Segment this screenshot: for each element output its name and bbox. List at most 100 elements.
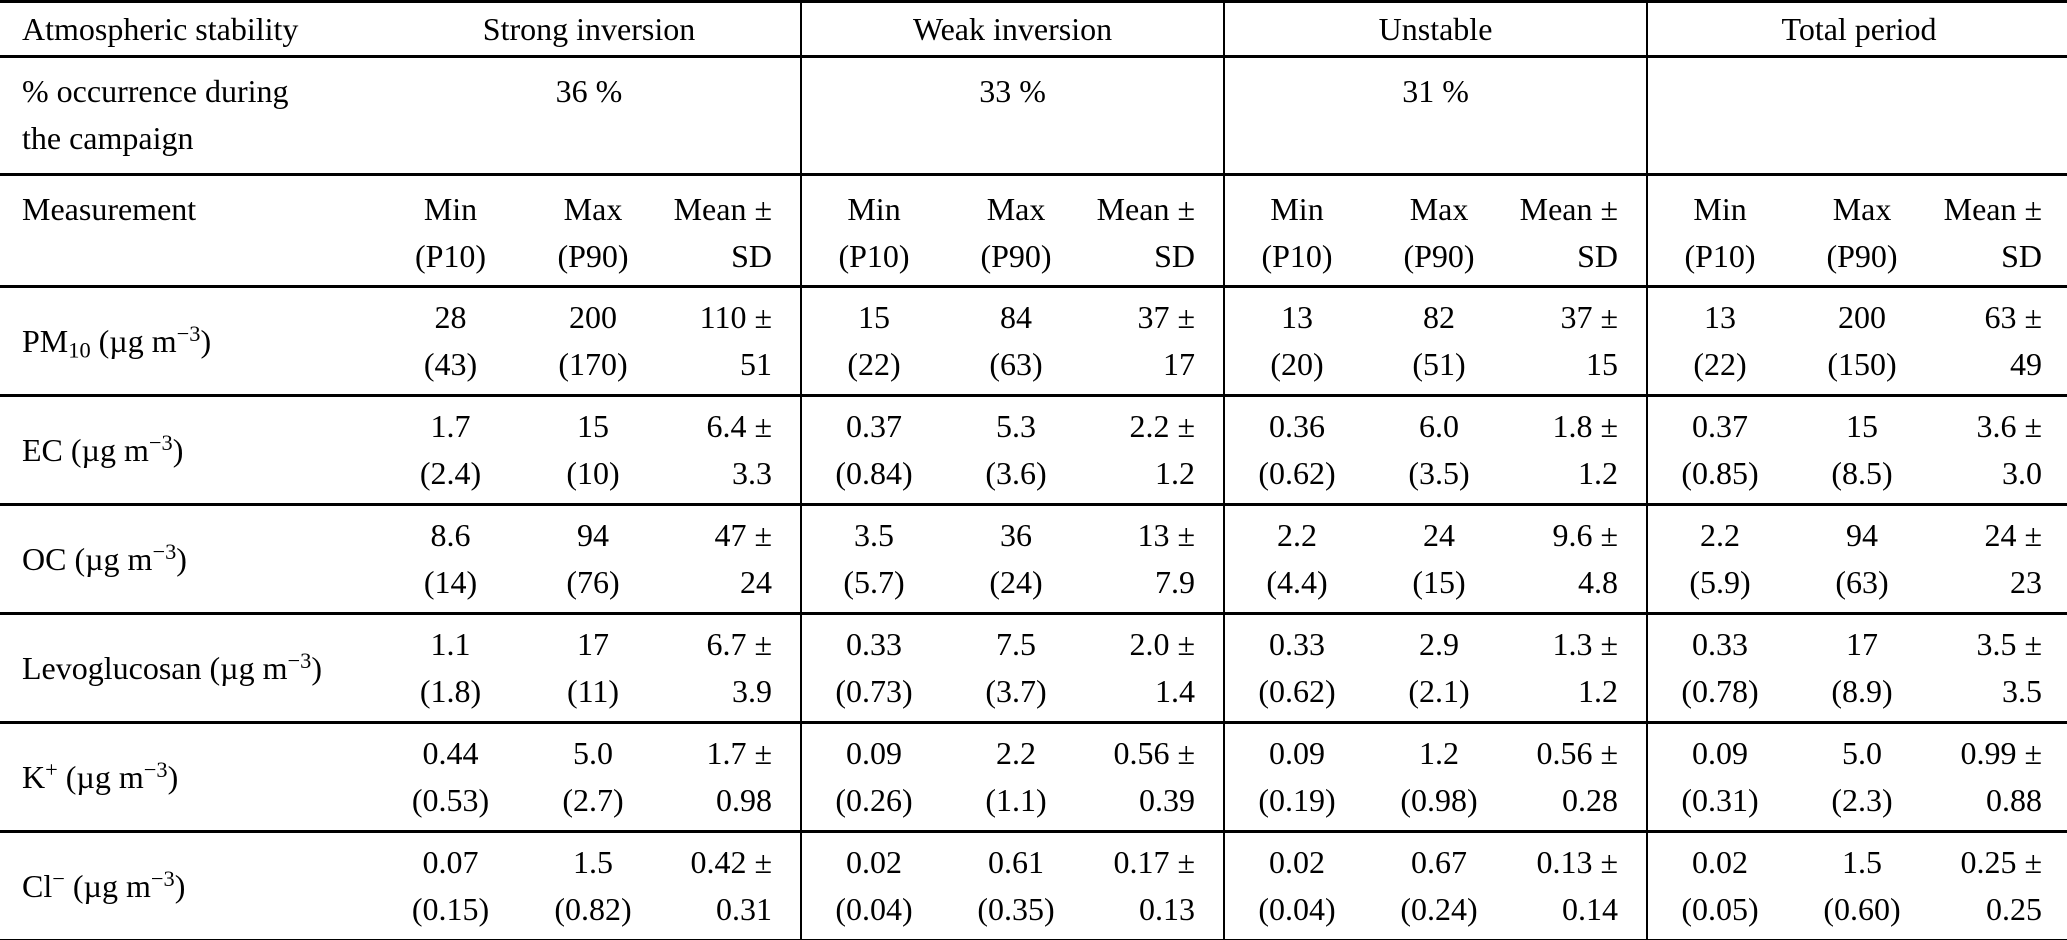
p90-value: (0.82) — [554, 891, 632, 927]
cell-max-strong: 1.5 (0.82) — [523, 832, 663, 940]
p90-value: (8.5) — [1831, 455, 1893, 491]
p90-value: (170) — [558, 346, 628, 382]
cell-max-strong: 94 (76) — [523, 505, 663, 614]
max-value: 84 — [1000, 299, 1033, 335]
sd-value: 15 — [1586, 346, 1619, 382]
sd-value: 0.14 — [1562, 891, 1619, 927]
p10-value: (0.15) — [411, 891, 490, 927]
cell-min-unstable: 0.36 (0.62) — [1223, 395, 1370, 505]
min-p10-header: Min (P10) — [378, 175, 523, 287]
min-value: 2.2 — [1277, 517, 1318, 553]
p10-header: (P10) — [1261, 238, 1333, 274]
cell-min-total: 0.33 (0.78) — [1646, 613, 1793, 723]
stability-header-row: Atmospheric stability Strong inversion W… — [0, 1, 2067, 57]
min-p10-header: Min (P10) — [1223, 174, 1370, 287]
min-value: 13 — [1704, 299, 1737, 335]
cell-mean-unstable: 1.8 ± 1.2 — [1509, 396, 1647, 505]
min-value: 28 — [434, 299, 467, 335]
max-value: 5.0 — [1842, 735, 1883, 771]
p10-value: (0.53) — [411, 782, 490, 818]
min-value: 0.33 — [846, 626, 903, 662]
p10-value: (0.62) — [1258, 673, 1336, 709]
min-header: Min — [847, 191, 901, 227]
max-value: 94 — [577, 517, 609, 553]
cell-max-unstable: 0.67 (0.24) — [1369, 832, 1509, 940]
measurement-unit: (µg m — [66, 540, 153, 577]
p90-value: (0.98) — [1400, 782, 1478, 818]
mean-value: 1.3 ± — [1552, 626, 1619, 662]
max-header: Max — [986, 191, 1046, 227]
cell-max-strong: 15 (10) — [523, 396, 663, 505]
measurement-label: Cl− (µg m−3) — [0, 832, 378, 940]
p90-value: (150) — [1827, 346, 1897, 382]
max-p90-header: Max (P90) — [523, 175, 663, 287]
p10-value: (5.9) — [1689, 564, 1751, 600]
min-value: 0.09 — [1692, 735, 1749, 771]
max-value: 0.67 — [1411, 844, 1468, 880]
max-value: 15 — [1846, 408, 1879, 444]
mean-value: 0.56 ± — [1536, 735, 1619, 771]
p90-header: (P90) — [1826, 238, 1898, 274]
cell-min-total: 2.2 (5.9) — [1646, 504, 1793, 614]
mean-value: 110 ± — [699, 299, 773, 335]
mean-value: 1.8 ± — [1552, 408, 1619, 444]
cell-mean-total: 63 ± 49 — [1932, 287, 2067, 396]
measurement-superscript: + — [45, 756, 58, 782]
cell-max-total: 15 (8.5) — [1792, 396, 1932, 505]
p10-value: (2.4) — [419, 455, 482, 491]
max-value: 94 — [1846, 517, 1879, 553]
cell-min-strong: 1.1 (1.8) — [378, 614, 523, 723]
min-value: 0.37 — [846, 408, 903, 444]
p90-value: (2.7) — [562, 782, 624, 818]
cell-mean-weak: 0.17 ± 0.13 — [1086, 832, 1224, 940]
cell-mean-total: 3.6 ± 3.0 — [1932, 396, 2067, 505]
measurement-unit-close: ) — [200, 322, 212, 359]
cell-min-unstable: 13 (20) — [1223, 286, 1370, 396]
mean-value: 0.17 ± — [1113, 844, 1196, 880]
min-value: 3.5 — [854, 517, 895, 553]
sd-value: 24 — [740, 564, 773, 600]
p90-value: (24) — [989, 564, 1043, 600]
max-value: 5.3 — [996, 408, 1037, 444]
max-header: Max — [1409, 191, 1469, 227]
mean-sd-header: Mean ± SD — [1932, 175, 2067, 287]
cell-mean-unstable: 0.13 ± 0.14 — [1509, 832, 1647, 940]
mean-value: 37 ± — [1560, 299, 1619, 335]
cell-min-unstable: 0.09 (0.19) — [1223, 722, 1370, 832]
measurement-label: EC (µg m−3) — [0, 396, 378, 505]
mean-value: 0.42 ± — [690, 844, 773, 880]
mean-value: 13 ± — [1137, 517, 1196, 553]
cell-max-unstable: 2.9 (2.1) — [1369, 614, 1509, 723]
measurement-subscript: 10 — [68, 337, 91, 363]
cell-mean-weak: 37 ± 17 — [1086, 287, 1224, 396]
max-p90-header: Max (P90) — [1369, 175, 1509, 287]
p90-value: (8.9) — [1831, 673, 1893, 709]
cell-max-weak: 84 (63) — [946, 287, 1086, 396]
min-p10-header: Min (P10) — [800, 174, 947, 287]
measurement-label: PM10 (µg m−3) — [0, 287, 378, 396]
cell-mean-strong: 6.7 ± 3.9 — [663, 614, 801, 723]
p90-value: (63) — [1835, 564, 1889, 600]
mean-value: 63 ± — [1984, 299, 2043, 335]
measurement-label: OC (µg m−3) — [0, 505, 378, 614]
sd-value: 0.13 — [1139, 891, 1196, 927]
sd-header: SD — [2001, 238, 2043, 274]
cell-mean-total: 0.25 ± 0.25 — [1932, 832, 2067, 940]
mean-value: 2.0 ± — [1129, 626, 1196, 662]
measurement-unit: (µg m — [62, 431, 149, 468]
sd-value: 17 — [1163, 346, 1196, 382]
cell-min-strong: 28 (43) — [378, 287, 523, 396]
measurement-header-row: Measurement Min (P10) Max (P90) Mean ± S… — [0, 174, 2067, 287]
cell-mean-weak: 2.2 ± 1.2 — [1086, 396, 1224, 505]
min-header: Min — [1693, 191, 1747, 227]
mean-value: 6.4 ± — [706, 408, 773, 444]
group-header-unstable: Unstable — [1223, 1, 1648, 57]
p90-header: (P90) — [1403, 238, 1475, 274]
min-value: 0.07 — [422, 844, 479, 880]
mean-header: Mean ± — [673, 191, 773, 227]
p10-header: (P10) — [838, 238, 910, 274]
p10-value: (0.78) — [1681, 673, 1759, 709]
min-value: 0.37 — [1692, 408, 1749, 444]
p90-value: (0.60) — [1823, 891, 1901, 927]
max-header: Max — [563, 191, 623, 227]
